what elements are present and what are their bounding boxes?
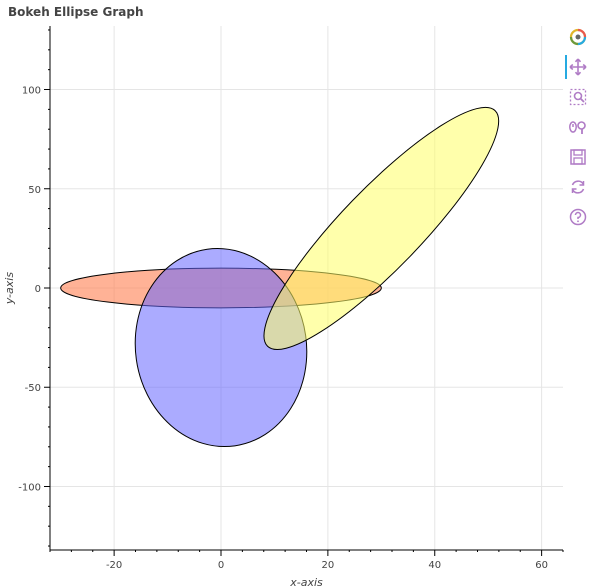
reset-tool[interactable] bbox=[565, 172, 591, 202]
x-tick-label: 40 bbox=[428, 560, 441, 571]
y-axis-label: y-axis bbox=[3, 272, 16, 305]
box-zoom-tool[interactable] bbox=[565, 82, 591, 112]
save-tool[interactable] bbox=[565, 142, 591, 172]
wheel-zoom-tool[interactable] bbox=[565, 112, 591, 142]
bokeh-logo-icon bbox=[569, 28, 587, 46]
y-tick-label: -50 bbox=[25, 383, 41, 394]
chart-title: Bokeh Ellipse Graph bbox=[8, 5, 144, 19]
toolbar bbox=[565, 22, 591, 232]
reset-icon bbox=[571, 180, 585, 194]
help-icon bbox=[569, 208, 587, 226]
pan-icon bbox=[569, 58, 587, 76]
x-tick-label: 60 bbox=[535, 560, 548, 571]
x-axis-label: x-axis bbox=[289, 576, 323, 586]
save-icon bbox=[570, 149, 586, 165]
ellipses bbox=[60, 106, 500, 448]
y-tick-label: 0 bbox=[35, 284, 41, 295]
bokeh-logo[interactable] bbox=[565, 22, 591, 52]
box-zoom-icon bbox=[569, 88, 587, 106]
wheel-zoom-icon bbox=[569, 121, 586, 134]
y-tick-label: 50 bbox=[28, 185, 41, 196]
x-tick-label: -20 bbox=[106, 560, 122, 571]
pan-tool[interactable] bbox=[565, 52, 591, 82]
y-tick-label: -100 bbox=[18, 482, 41, 493]
y-tick-label: 100 bbox=[22, 86, 41, 97]
x-tick-label: 0 bbox=[218, 560, 224, 571]
axes: -20 0 20 40 60 -100 -50 0 50 100 bbox=[18, 26, 564, 571]
x-tick-label: 20 bbox=[322, 560, 335, 571]
help-tool[interactable] bbox=[565, 202, 591, 232]
ellipse-3 bbox=[263, 106, 500, 350]
